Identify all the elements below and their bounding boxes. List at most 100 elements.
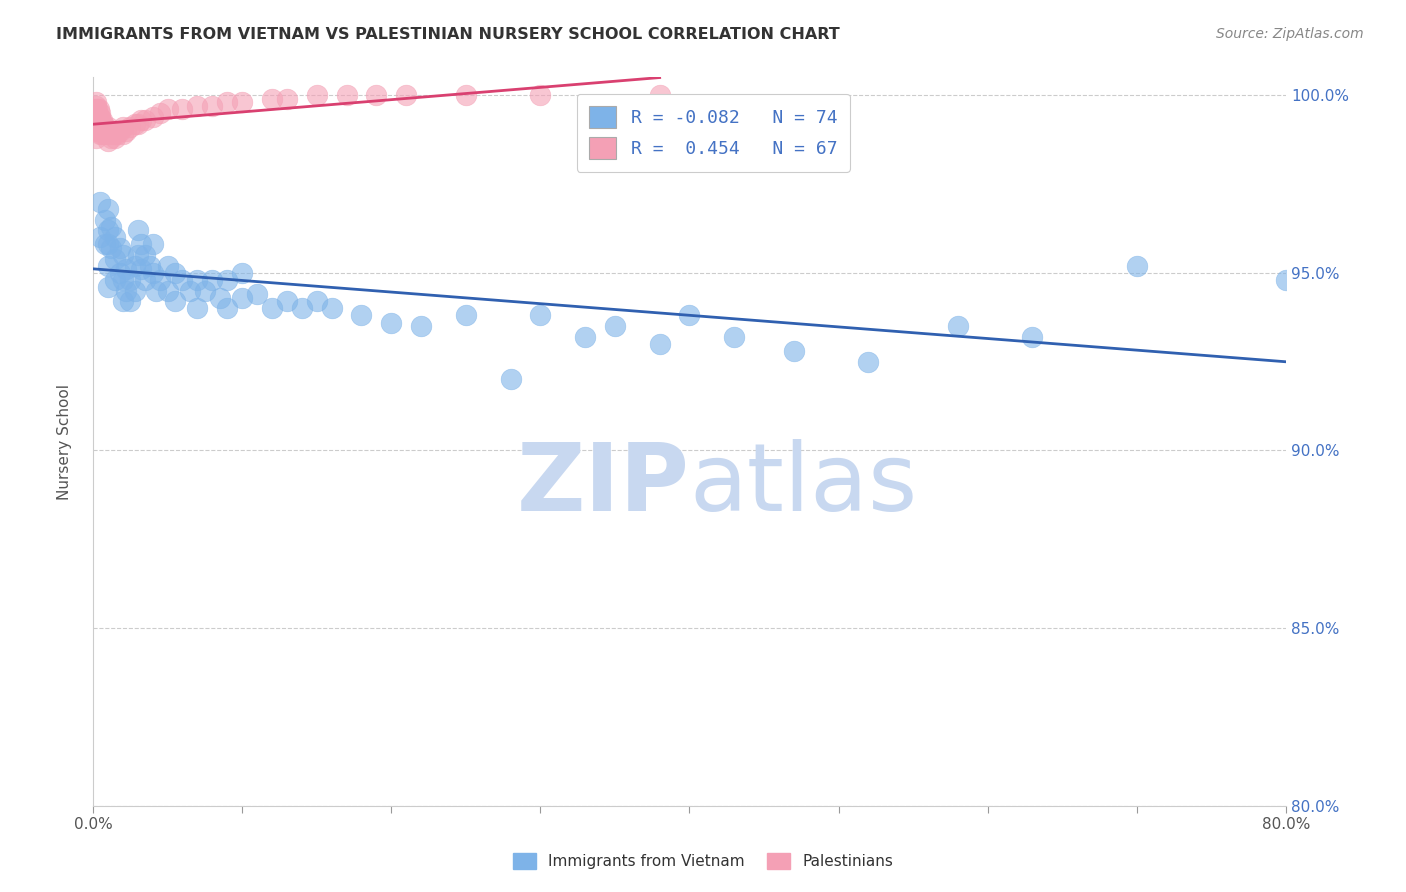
Point (129, 262, 152, 277)
Point (97, 237, 120, 252)
Point (276, 92, 298, 106)
Point (86, 120, 108, 135)
Point (93, 124, 115, 138)
Point (97, 128, 120, 142)
Point (89, 110, 111, 124)
Point (163, 266, 186, 280)
Point (84, 99, 107, 113)
Text: Source: ZipAtlas.com: Source: ZipAtlas.com (1216, 27, 1364, 41)
Point (84, 124, 107, 138)
Point (89, 230, 111, 244)
Point (127, 117, 149, 131)
Point (87, 103, 110, 117)
Point (124, 117, 146, 131)
Point (409, 319, 432, 334)
Legend: R = -0.082   N = 74, R =  0.454   N = 67: R = -0.082 N = 74, R = 0.454 N = 67 (576, 94, 851, 172)
Point (105, 128, 128, 142)
Point (108, 241, 131, 255)
Point (84, 131, 107, 145)
Point (138, 259, 160, 273)
Point (186, 301, 208, 316)
Point (86, 110, 108, 124)
Point (84, 110, 107, 124)
Point (96, 124, 118, 138)
Point (648, 336, 671, 351)
Point (231, 291, 253, 305)
Point (100, 124, 122, 138)
Point (172, 103, 194, 117)
Point (260, 92, 283, 106)
Point (111, 120, 134, 135)
Point (100, 131, 122, 145)
Point (454, 88, 477, 103)
Point (499, 372, 522, 386)
Text: IMMIGRANTS FROM VIETNAM VS PALESTINIAN NURSERY SCHOOL CORRELATION CHART: IMMIGRANTS FROM VIETNAM VS PALESTINIAN N… (56, 27, 839, 42)
Point (1021, 330, 1043, 344)
Point (179, 284, 201, 298)
Point (114, 284, 136, 298)
Point (246, 287, 269, 301)
Point (120, 273, 142, 287)
Point (86, 103, 108, 117)
Point (380, 316, 402, 330)
Point (321, 301, 343, 316)
Point (103, 128, 125, 142)
Point (156, 259, 179, 273)
Point (114, 262, 136, 277)
Point (91, 120, 114, 135)
Point (201, 99, 224, 113)
Point (91, 113, 114, 128)
Point (163, 294, 186, 309)
Point (111, 248, 134, 262)
Text: ZIP: ZIP (516, 439, 689, 532)
Point (89, 106, 111, 120)
Point (134, 248, 156, 262)
Text: atlas: atlas (689, 439, 918, 532)
Point (186, 273, 208, 287)
Point (93, 117, 115, 131)
Point (1275, 273, 1298, 287)
Point (529, 88, 551, 103)
Point (97, 120, 120, 135)
Point (120, 294, 142, 309)
Point (100, 241, 122, 255)
Point (97, 202, 120, 216)
Point (111, 294, 134, 309)
Point (97, 280, 120, 294)
Point (186, 99, 208, 113)
Point (231, 95, 253, 110)
Point (86, 113, 108, 128)
Point (104, 131, 127, 145)
Point (305, 88, 328, 103)
Point (84, 106, 107, 120)
Point (94, 237, 117, 252)
Point (87, 124, 110, 138)
Point (127, 248, 149, 262)
Point (134, 113, 156, 128)
Point (858, 354, 880, 368)
Point (97, 259, 120, 273)
Point (87, 110, 110, 124)
Point (120, 120, 142, 135)
Point (111, 128, 134, 142)
Y-axis label: Nursery School: Nursery School (58, 384, 72, 500)
Point (217, 273, 239, 287)
Point (124, 284, 146, 298)
Point (97, 223, 120, 237)
Point (156, 103, 179, 117)
Point (86, 106, 108, 120)
Point (108, 124, 131, 138)
Point (946, 319, 969, 334)
Point (149, 106, 172, 120)
Point (350, 309, 373, 323)
Point (89, 128, 111, 142)
Point (678, 309, 700, 323)
Point (89, 194, 111, 209)
Point (84, 120, 107, 135)
Point (142, 266, 165, 280)
Point (91, 128, 114, 142)
Point (208, 291, 231, 305)
Point (89, 113, 111, 128)
Point (94, 120, 117, 135)
Point (305, 294, 328, 309)
